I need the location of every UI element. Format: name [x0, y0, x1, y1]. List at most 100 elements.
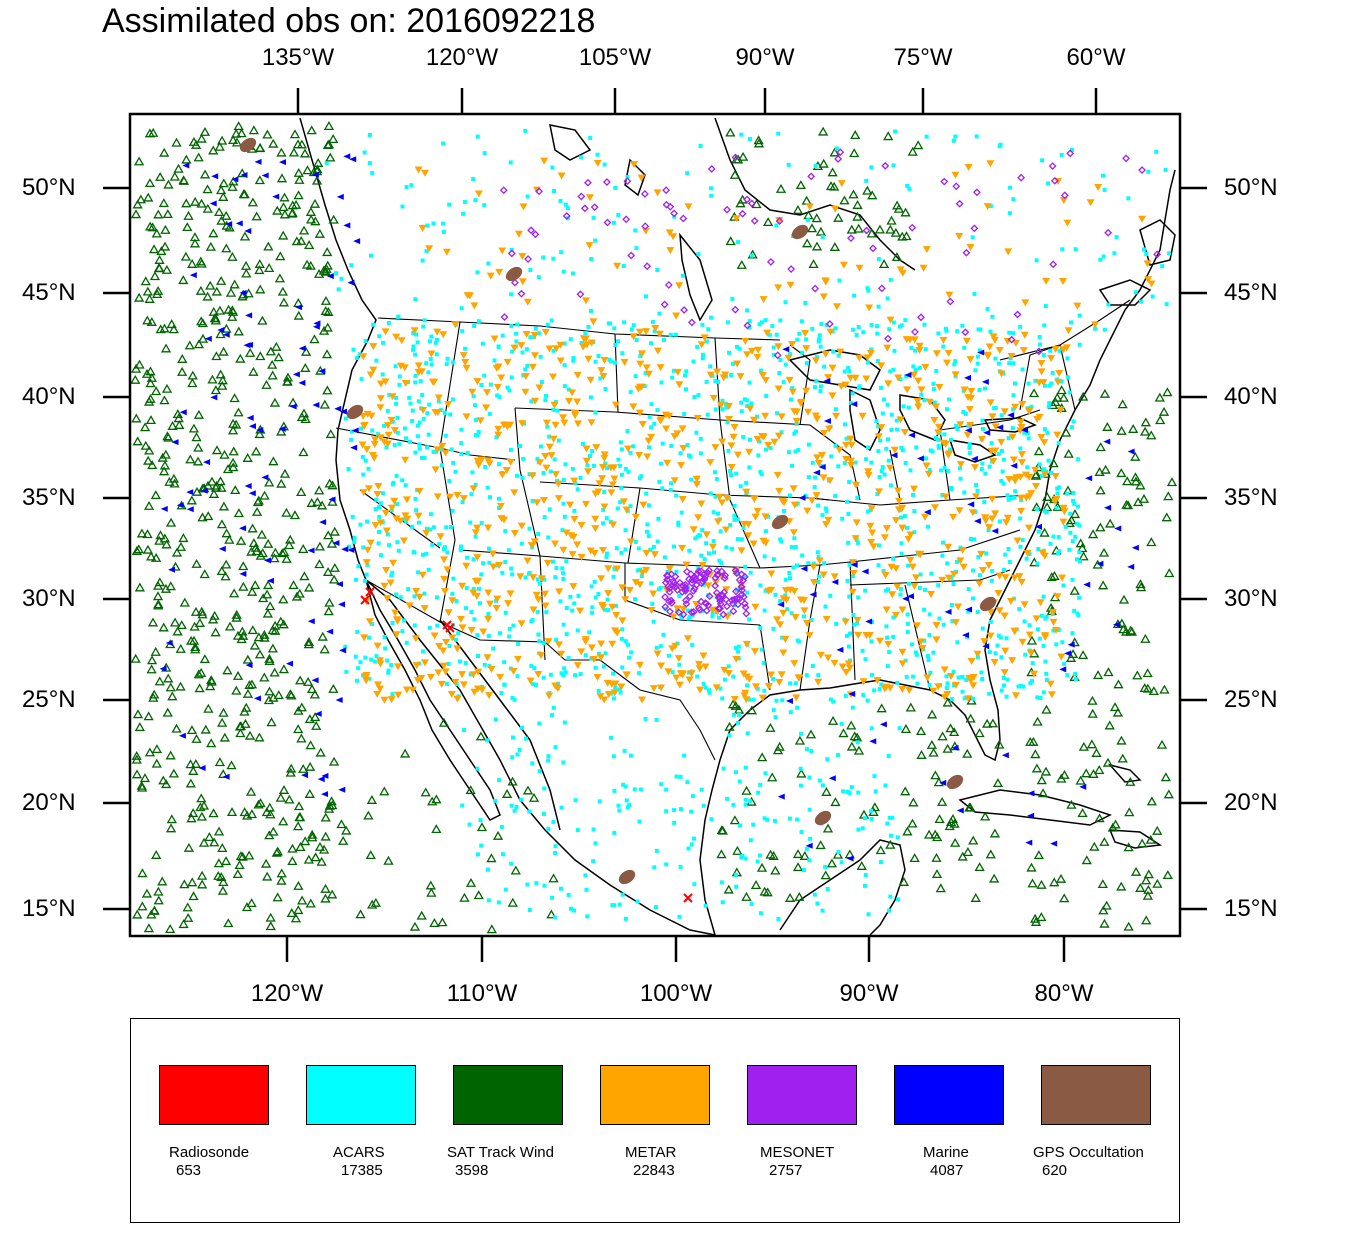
acars-marker	[908, 468, 913, 473]
acars-marker	[810, 460, 815, 465]
acars-marker	[617, 808, 622, 813]
acars-marker	[596, 592, 601, 597]
sat-track-wind-marker	[1130, 451, 1141, 461]
acars-marker	[818, 389, 823, 394]
metar-marker	[412, 662, 421, 670]
mesonet-marker	[735, 576, 744, 584]
acars-marker	[894, 418, 899, 423]
metar-marker	[685, 676, 694, 684]
acars-marker	[564, 606, 569, 611]
acars-marker	[650, 601, 655, 606]
mesonet-marker	[524, 255, 533, 263]
sat-track-wind-marker	[1087, 529, 1099, 539]
metar-marker	[598, 463, 607, 471]
metar-marker	[448, 597, 457, 605]
acars-marker	[823, 864, 828, 869]
metar-marker	[506, 458, 515, 466]
metar-marker	[526, 677, 535, 685]
acars-marker	[468, 672, 473, 677]
sat-track-wind-marker	[193, 669, 204, 679]
metar-marker	[913, 398, 922, 406]
marine-marker	[189, 272, 197, 279]
metar-marker	[869, 543, 878, 551]
acars-marker	[1057, 485, 1062, 490]
sat-track-wind-marker	[208, 306, 219, 316]
sat-track-wind-marker	[161, 383, 173, 393]
acars-marker	[824, 509, 829, 514]
metar-marker	[453, 695, 462, 703]
metar-marker	[459, 681, 468, 689]
metar-marker	[1036, 599, 1045, 607]
sat-track-wind-marker	[304, 582, 315, 592]
acars-marker	[542, 577, 547, 582]
acars-marker	[738, 823, 743, 828]
marine-marker	[326, 628, 334, 635]
sat-track-wind-marker	[1132, 670, 1143, 680]
metar-marker	[613, 262, 622, 270]
metar-marker	[753, 353, 762, 361]
sat-track-wind-marker	[822, 823, 834, 833]
acars-marker	[374, 358, 379, 363]
marine-marker	[334, 405, 342, 412]
acars-marker	[394, 395, 399, 400]
sat-track-wind-marker	[821, 786, 832, 796]
sat-track-wind-marker	[151, 758, 162, 768]
acars-marker	[654, 848, 659, 853]
coastline	[1139, 219, 1176, 266]
sat-track-wind-marker	[1156, 739, 1168, 749]
acars-marker	[662, 555, 667, 560]
acars-marker	[778, 318, 783, 323]
acars-marker	[421, 416, 426, 421]
acars-marker	[666, 653, 671, 658]
metar-marker	[1031, 483, 1040, 491]
sat-track-wind-marker	[753, 135, 764, 145]
acars-marker	[960, 674, 965, 679]
acars-marker	[980, 418, 985, 423]
metar-marker	[528, 472, 537, 480]
sat-track-wind-marker	[852, 211, 863, 221]
mesonet-marker	[877, 284, 886, 293]
lon-label-bottom: 100°W	[639, 980, 713, 1007]
metar-marker	[531, 397, 540, 405]
acars-marker	[459, 441, 464, 446]
acars-marker	[1041, 643, 1046, 648]
metar-marker	[486, 272, 495, 280]
acars-marker	[530, 498, 535, 503]
acars-marker	[944, 674, 949, 679]
acars-marker	[409, 183, 414, 188]
sat-track-wind-marker	[214, 141, 225, 151]
metar-marker	[430, 632, 439, 640]
metar-marker	[472, 592, 481, 600]
lat-label-right: 50°N	[1224, 174, 1278, 201]
metar-marker	[400, 364, 409, 372]
acars-marker	[523, 367, 528, 372]
acars-marker	[952, 362, 957, 367]
metar-marker	[405, 602, 414, 610]
metar-marker	[784, 354, 793, 362]
metar-marker	[727, 464, 736, 472]
sat-track-wind-marker	[196, 793, 207, 803]
mesonet-marker	[723, 205, 731, 214]
acars-marker	[604, 554, 609, 559]
marine-marker	[923, 509, 931, 516]
acars-marker	[1144, 251, 1149, 256]
acars-marker	[729, 372, 734, 377]
acars-marker	[703, 903, 708, 908]
sat-track-wind-marker	[269, 553, 280, 563]
state-border	[627, 487, 641, 564]
acars-marker	[1067, 547, 1072, 552]
acars-marker	[621, 782, 626, 787]
acars-marker	[995, 643, 1000, 648]
metar-marker	[420, 605, 429, 613]
acars-marker	[696, 252, 701, 257]
sat-track-wind-marker	[808, 259, 819, 269]
metar-marker	[592, 444, 601, 452]
mesonet-marker	[740, 599, 749, 608]
sat-track-wind-marker	[154, 255, 165, 264]
metar-marker	[951, 371, 960, 379]
sat-track-wind-marker	[322, 140, 334, 150]
acars-marker	[898, 586, 903, 591]
metar-marker	[551, 471, 560, 479]
sat-track-wind-marker	[224, 621, 236, 631]
acars-marker	[856, 827, 861, 832]
